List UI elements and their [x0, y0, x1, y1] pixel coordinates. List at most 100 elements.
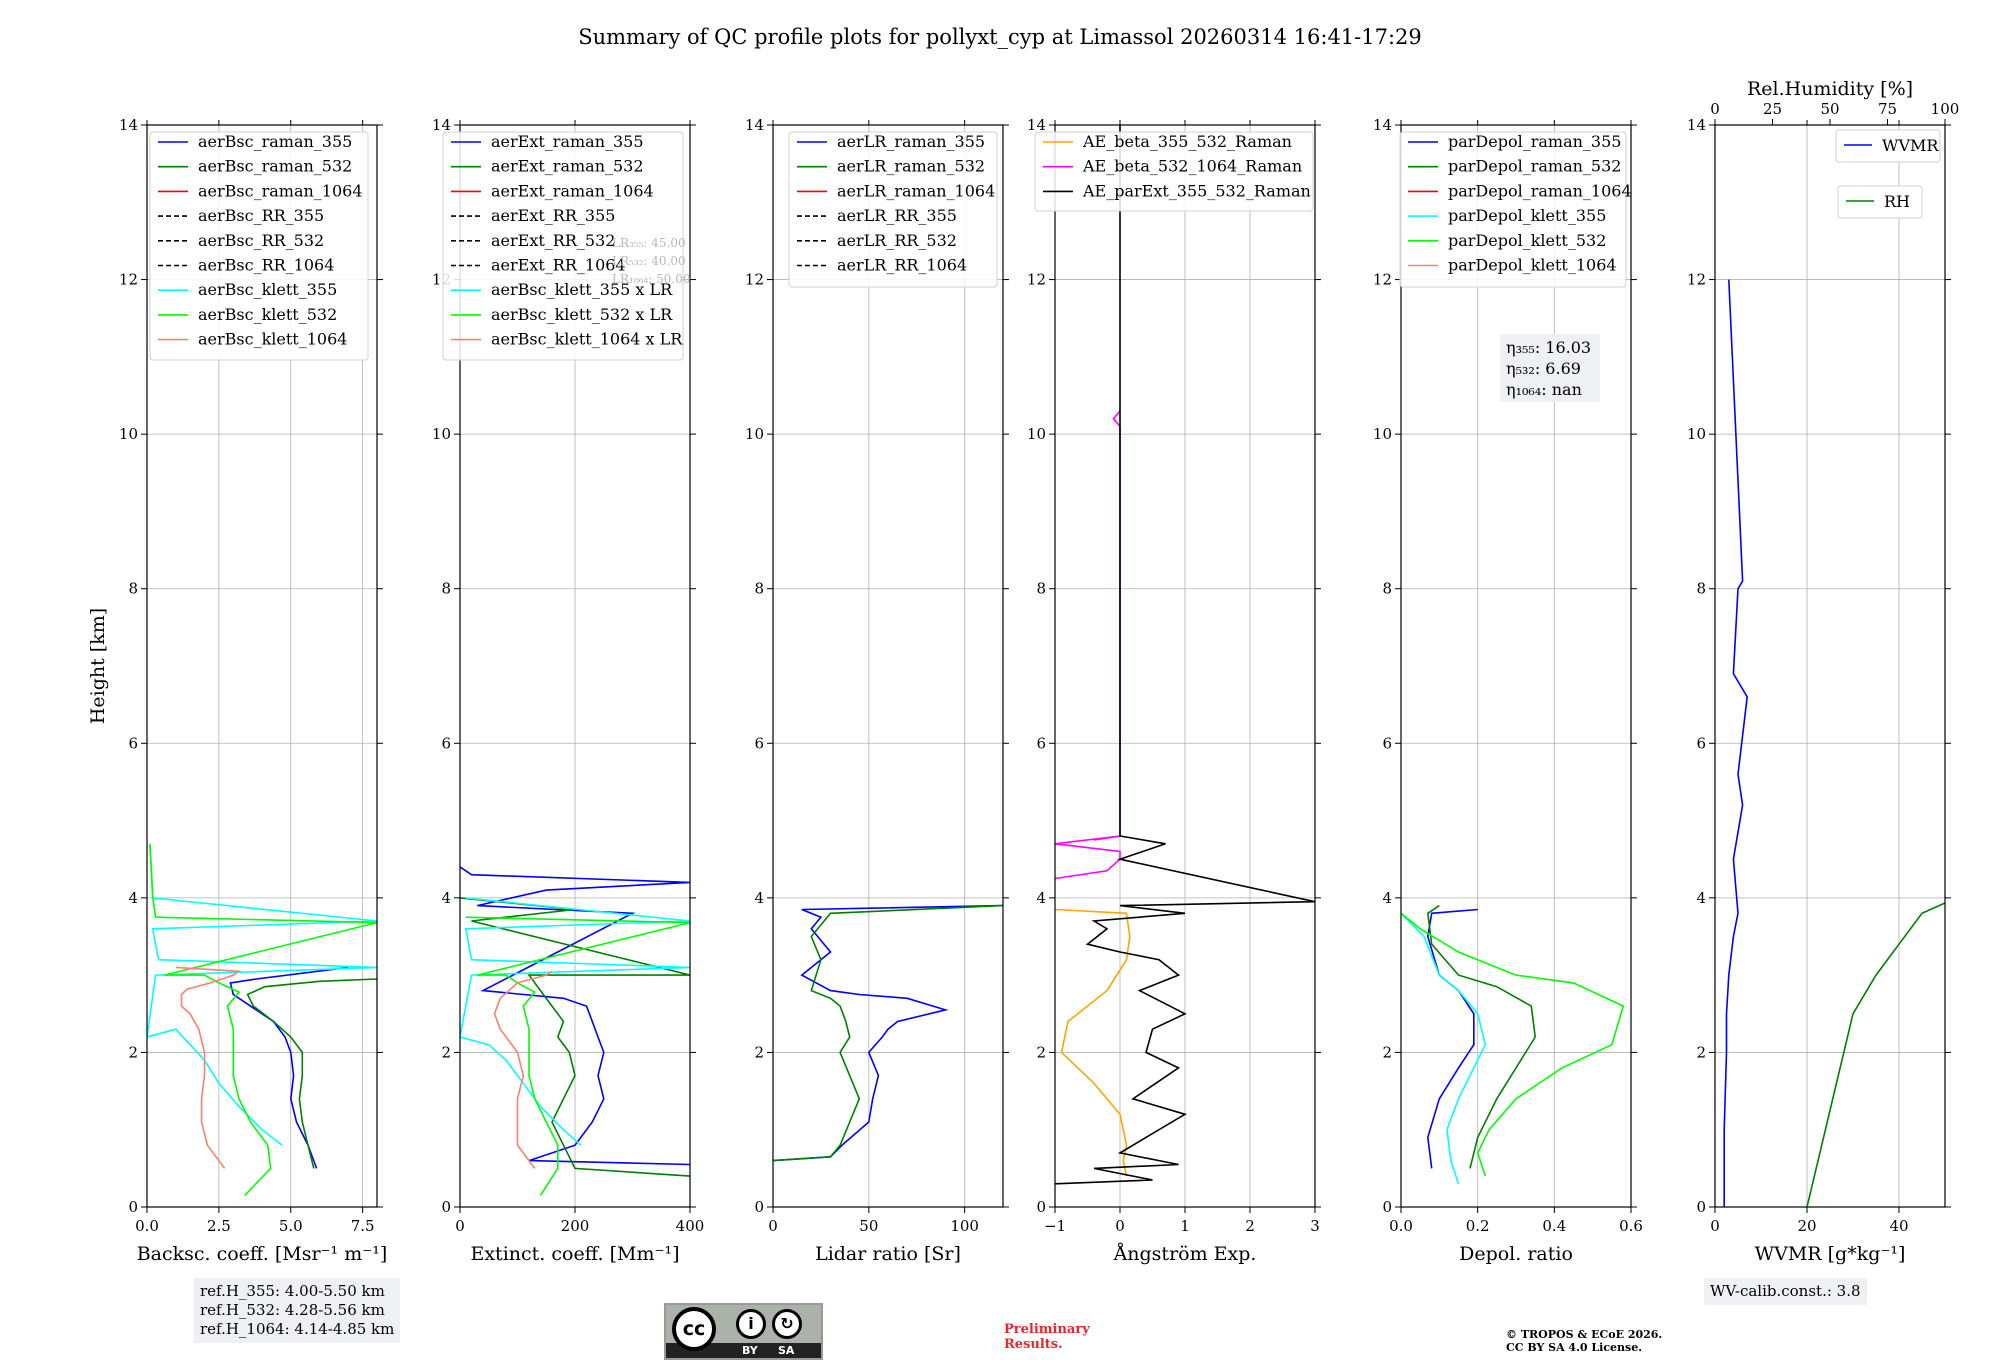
y-tick-label: 12	[745, 271, 764, 289]
x-tick-label: 0.6	[1619, 1217, 1643, 1235]
lidar-ratio-label: LR₃₅₅: 45.00	[612, 236, 686, 250]
x-tick-label: 50	[859, 1217, 878, 1235]
y-tick-label: 4	[441, 889, 451, 907]
x2-tick-label: 100	[1931, 100, 1960, 118]
series-group	[1401, 904, 1625, 1185]
y-tick-label: 2	[1696, 1043, 1706, 1061]
preliminary-line-2: Results.	[1004, 1337, 1063, 1352]
y-tick-label: 10	[745, 425, 764, 443]
x-tick-label: 100	[950, 1217, 979, 1235]
series-WVMR	[1723, 279, 1749, 1207]
series-AE_parExt_355_532_Raman	[1055, 125, 1315, 1185]
x-axis-label: WVMR [g*kg⁻¹]	[1755, 1243, 1906, 1265]
x-tick-label: 0.4	[1542, 1217, 1566, 1235]
x2-tick-label: 25	[1763, 100, 1782, 118]
y-tick-label: 14	[1373, 116, 1392, 134]
y-tick-label: 14	[1027, 116, 1046, 134]
legend-label: aerLR_raman_1064	[837, 181, 995, 200]
series-aerBsc_klett_355 x LR	[460, 897, 690, 1146]
x-tick-label: 0.2	[1466, 1217, 1490, 1235]
series-aerExt_raman_355	[460, 866, 690, 1166]
wv-calib-box: WV-calib.const.: 3.8	[1704, 1278, 1867, 1305]
y-tick-label: 0	[1036, 1198, 1046, 1216]
y-tick-label: 6	[441, 734, 451, 752]
y-tick-label: 6	[754, 734, 764, 752]
panel-3: 0 50 100 0 2 4 6 8 10 12 14 Lidar ratio [Sr] aerLR_r…	[745, 116, 1009, 1265]
x-tick-label: −1	[1044, 1217, 1066, 1235]
y-tick-label: 10	[119, 425, 138, 443]
x-tick-label: 0	[768, 1217, 778, 1235]
cc-by-label: BY	[742, 1344, 758, 1357]
axes-frame	[146, 124, 378, 1208]
legend-label: aerBsc_raman_355	[198, 132, 352, 151]
series-aerBsc_klett_355	[147, 843, 377, 1146]
y-tick-label: 6	[1382, 734, 1392, 752]
legend-box	[1399, 131, 1627, 288]
series-AE_beta_355_532_Raman	[1055, 908, 1131, 1177]
y-tick-label: 10	[1687, 425, 1706, 443]
series-group	[1055, 125, 1315, 1185]
legend-label: aerBsc_klett_355	[198, 280, 337, 299]
legend-label: aerBsc_RR_532	[198, 231, 324, 250]
x-tick-label: 1	[1180, 1217, 1190, 1235]
reference-height-box: ref.H_355: 4.00-5.50 km ref.H_532: 4.28-…	[194, 1278, 401, 1343]
y-tick-label: 8	[128, 580, 138, 598]
x2-tick-label: 75	[1878, 100, 1897, 118]
x-tick-label: 0	[1710, 1217, 1720, 1235]
legend-label: aerExt_RR_355	[491, 206, 615, 225]
y-tick-label: 14	[119, 116, 138, 134]
eta-annotation-line: η₃₅₅: 16.03	[1506, 338, 1591, 357]
lidar-ratio-label: LR₅₃₂: 40.00	[612, 254, 686, 268]
y-tick-label: 12	[119, 271, 138, 289]
x-tick-label: 2	[1245, 1217, 1255, 1235]
x-tick-label: 3	[1310, 1217, 1320, 1235]
series-aerBsc_klett_1064 x LR	[493, 970, 553, 1169]
legend-label: AE_parExt_355_532_Raman	[1082, 181, 1311, 200]
legend-label: aerLR_RR_532	[837, 231, 957, 250]
series-aerBsc_raman_532	[246, 978, 377, 1169]
legend-label-wvmr: WVMR	[1882, 136, 1939, 155]
y-tick-label: 4	[1382, 889, 1392, 907]
legend-label: aerBsc_klett_1064 x LR	[491, 330, 683, 349]
copyright-line-1: © TROPOS & ECoE 2026.	[1506, 1328, 1663, 1341]
y-tick-label: 12	[1027, 271, 1046, 289]
y-tick-label: 8	[754, 580, 764, 598]
y-tick-label: 8	[441, 580, 451, 598]
y-tick-label: 8	[1696, 580, 1706, 598]
figure-title: Summary of QC profile plots for pollyxt_…	[578, 25, 1422, 49]
lidar-ratio-label: LR₁₀₆₄: 50.00	[612, 272, 690, 286]
legend-box	[1034, 131, 1314, 212]
y-tick-label: 10	[1373, 425, 1392, 443]
cc-license-badge: cc i ↻ BY SA	[664, 1303, 823, 1360]
copyright-note: © TROPOS & ECoE 2026. CC BY SA 4.0 Licen…	[1506, 1328, 1662, 1354]
x-axis-label: Depol. ratio	[1459, 1243, 1573, 1265]
legend-label: aerExt_raman_1064	[491, 181, 654, 200]
y-tick-label: 14	[1687, 116, 1706, 134]
x-tick-label: 0.0	[1389, 1217, 1413, 1235]
legend-label: aerBsc_RR_1064	[198, 256, 334, 275]
y-tick-label: 4	[1696, 889, 1706, 907]
x2-tick-label: 0	[1710, 100, 1720, 118]
series-AE_beta_532_1064_Raman	[1055, 410, 1121, 880]
preliminary-note: Preliminary Results.	[1004, 1322, 1090, 1352]
x-axis-label: Backsc. coeff. [Msr⁻¹ m⁻¹]	[137, 1243, 388, 1265]
series-aerBsc_klett_1064	[175, 966, 242, 1169]
x-tick-label: 0	[1115, 1217, 1125, 1235]
series-aerBsc_klett_532	[149, 843, 377, 1196]
axes-frame	[772, 124, 1004, 1208]
legend-label: aerLR_RR_1064	[837, 256, 967, 275]
legend-label: AE_beta_355_532_Raman	[1082, 132, 1292, 151]
legend-label: aerBsc_klett_532 x LR	[491, 305, 673, 324]
series-aerLR_raman_532	[773, 904, 1003, 1162]
legend-label: aerExt_raman_532	[491, 157, 644, 176]
y-tick-label: 0	[1696, 1198, 1706, 1216]
y-axis-label: Height [km]	[87, 608, 109, 724]
legend-label: aerBsc_raman_532	[198, 157, 352, 176]
series-group	[773, 904, 1003, 1162]
y-tick-label: 4	[1036, 889, 1046, 907]
legend-label: aerExt_RR_1064	[491, 256, 626, 275]
y-tick-label: 8	[1382, 580, 1392, 598]
x-axis-label: Ångström Exp.	[1113, 1243, 1257, 1265]
